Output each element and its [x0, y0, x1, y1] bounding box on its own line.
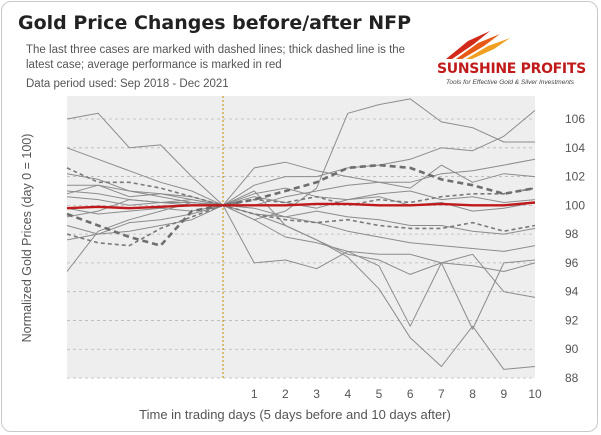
series-line-solid-4: [67, 110, 536, 206]
sunshine-profits-logo-icon: [446, 31, 510, 59]
series-line-solid-6: [66, 204, 536, 272]
series-line-thick-dashed-0: [66, 163, 536, 247]
x-tick-label: 3: [313, 387, 320, 401]
series-line-solid-8: [66, 184, 536, 252]
series-line-solid-0: [66, 98, 535, 221]
x-tick-label: 4: [344, 387, 351, 401]
logo-tagline: Tools for Effective Gold & Silver Invest…: [446, 79, 575, 86]
y-tick-label: 98: [565, 227, 579, 241]
y-tick-label: 90: [565, 342, 579, 356]
series-line-solid-5: [66, 161, 536, 235]
y-tick-label: 96: [565, 256, 579, 270]
y-axis-label: Normalized Gold Prices (day 0 = 100): [20, 134, 34, 343]
series-line-solid-7: [66, 158, 536, 206]
average-line: [66, 201, 536, 210]
chart-subtitle: The last three cases are marked with das…: [26, 44, 406, 71]
x-tick-label: 7: [438, 387, 445, 401]
series-line-solid-2: [66, 173, 536, 330]
x-tick-label: 10: [528, 387, 542, 401]
x-axis-label: Time in trading days (5 days before and …: [139, 407, 451, 422]
y-tick-label: 102: [565, 170, 585, 184]
y-tick-label: 92: [565, 313, 579, 327]
x-tick-label: 8: [469, 387, 476, 401]
data-period: Data period used: Sep 2018 - Dec 2021: [26, 78, 229, 90]
x-axis: 1 2 3 4 5 6 7 8 9 10: [251, 387, 542, 401]
series-group: [66, 98, 536, 370]
x-tick-label: 2: [282, 387, 289, 401]
series-line-solid-3: [66, 190, 536, 298]
chart-title: Gold Price Changes before/after NFP: [18, 12, 412, 34]
x-tick-label: 1: [251, 387, 258, 401]
y-tick-label: 100: [565, 198, 585, 212]
plot-area: [67, 96, 535, 378]
y-tick-label: 104: [565, 141, 585, 155]
y-axis: 88 90 92 94 96 98 100 102 104 106: [565, 112, 585, 385]
y-tick-label: 94: [565, 285, 579, 299]
y-tick-label: 88: [565, 371, 579, 385]
x-tick-label: 9: [500, 387, 507, 401]
x-tick-label: 5: [376, 387, 383, 401]
x-tick-label: 6: [407, 387, 414, 401]
logo-name: SUNSHINE PROFITS: [437, 61, 586, 77]
y-tick-label: 106: [565, 112, 585, 126]
series-line-solid-10: [66, 204, 536, 235]
series-line-dashed-0: [66, 167, 536, 232]
